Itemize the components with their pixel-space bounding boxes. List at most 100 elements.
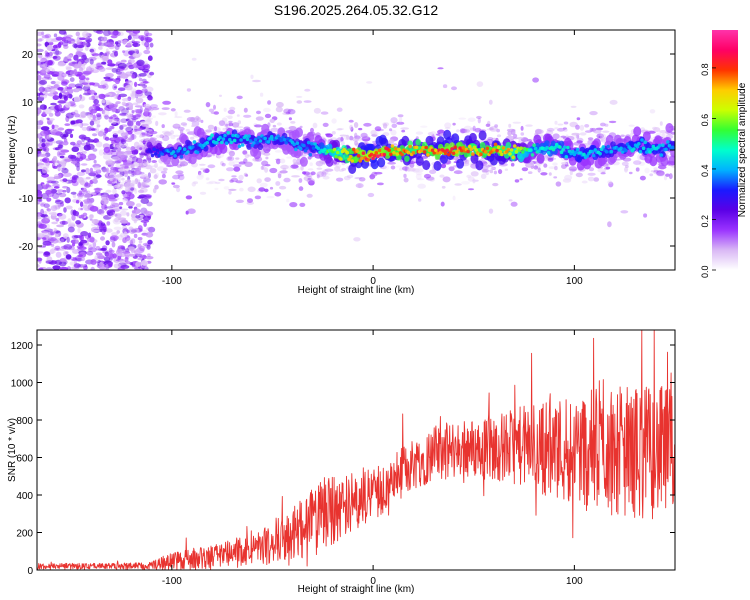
noise-blob <box>53 33 58 38</box>
ridge-blob <box>558 145 562 149</box>
noise-blob <box>130 129 139 132</box>
noise-blob <box>131 156 139 163</box>
noise-blob <box>334 165 341 172</box>
noise-blob <box>95 246 101 251</box>
noise-blob <box>74 113 81 118</box>
noise-blob <box>112 178 116 182</box>
noise-blob <box>415 173 422 180</box>
noise-blob <box>73 96 81 103</box>
noise-blob <box>269 167 278 174</box>
noise-blob <box>146 117 153 121</box>
noise-blob <box>40 116 45 122</box>
ridge-blob <box>332 147 337 152</box>
noise-blob <box>145 165 153 170</box>
noise-blob <box>102 250 111 254</box>
noise-blob <box>79 37 86 41</box>
noise-blob <box>643 213 648 218</box>
noise-blob <box>45 233 52 240</box>
noise-blob <box>89 170 98 177</box>
noise-blob <box>126 160 132 165</box>
ridge-blob <box>404 155 410 162</box>
noise-blob <box>62 172 72 177</box>
noise-blob <box>131 94 135 100</box>
y-tick-label: 200 <box>16 529 33 540</box>
noise-blob <box>51 74 59 77</box>
noise-blob <box>608 120 617 124</box>
ridge-blob <box>282 137 287 142</box>
noise-blob <box>134 49 140 54</box>
noise-blob <box>38 37 44 42</box>
noise-blob <box>244 161 253 167</box>
noise-blob <box>310 171 316 176</box>
noise-blob <box>37 202 47 205</box>
noise-blob <box>237 126 244 129</box>
noise-blob <box>133 208 141 214</box>
noise-blob <box>117 62 127 69</box>
noise-blob <box>561 164 567 169</box>
noise-blob <box>147 239 153 245</box>
noise-blob <box>140 132 149 137</box>
noise-blob <box>302 171 307 175</box>
noise-blob <box>109 236 116 243</box>
noise-blob <box>97 84 107 89</box>
noise-blob <box>121 101 126 106</box>
noise-blob <box>517 137 524 140</box>
noise-blob <box>112 188 117 195</box>
noise-blob <box>226 167 235 172</box>
noise-blob <box>247 186 256 193</box>
noise-blob <box>104 136 110 141</box>
noise-blob <box>312 122 318 129</box>
noise-blob <box>72 210 80 217</box>
noise-blob <box>77 254 83 257</box>
noise-blob <box>110 150 118 157</box>
noise-blob <box>573 141 582 146</box>
noise-blob <box>70 160 78 164</box>
noise-blob <box>649 173 654 177</box>
ridge-blob <box>421 145 425 150</box>
noise-blob <box>37 133 43 139</box>
y-tick-label: 1000 <box>11 379 34 390</box>
noise-blob <box>140 121 149 124</box>
noise-blob <box>93 138 99 143</box>
noise-blob <box>62 178 68 183</box>
noise-blob <box>89 48 95 53</box>
ridge-blob <box>339 157 343 161</box>
noise-blob <box>56 189 64 193</box>
noise-blob <box>162 100 172 105</box>
ridge-blob <box>171 156 180 167</box>
noise-blob <box>64 101 71 108</box>
noise-blob <box>138 174 148 178</box>
noise-blob <box>55 192 63 195</box>
noise-blob <box>119 210 128 216</box>
noise-blob <box>548 172 552 176</box>
noise-blob <box>146 155 151 162</box>
noise-blob <box>452 195 456 201</box>
noise-blob <box>81 54 87 61</box>
noise-blob <box>51 124 55 130</box>
noise-blob <box>298 186 304 191</box>
noise-blob <box>288 126 297 131</box>
noise-blob <box>74 63 78 70</box>
noise-blob <box>151 160 157 163</box>
ridge-blob <box>195 150 200 155</box>
noise-blob <box>93 166 101 171</box>
ridge-blob <box>347 157 351 162</box>
noise-blob <box>107 59 113 65</box>
noise-blob <box>146 201 153 207</box>
noise-blob <box>354 132 358 139</box>
ridge-blob <box>624 148 628 153</box>
noise-blob <box>383 165 390 170</box>
noise-blob <box>390 121 397 124</box>
noise-blob <box>110 149 117 153</box>
noise-blob <box>512 121 521 124</box>
noise-blob <box>44 142 48 149</box>
noise-blob <box>105 206 114 209</box>
noise-blob <box>296 95 303 98</box>
noise-blob <box>547 157 554 162</box>
noise-blob <box>78 104 85 109</box>
noise-blob <box>322 122 329 127</box>
noise-blob <box>40 213 48 218</box>
noise-blob <box>254 195 262 200</box>
ridge-blob <box>257 135 261 140</box>
